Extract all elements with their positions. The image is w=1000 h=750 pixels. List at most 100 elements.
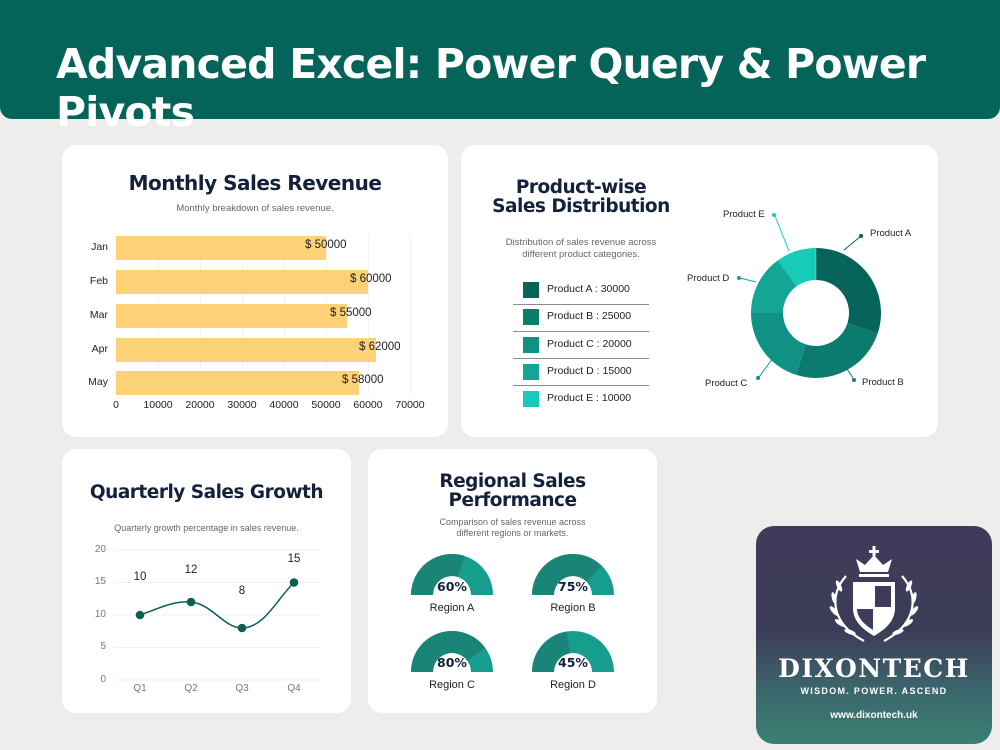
quarterly-growth-card: Quarterly Sales Growth Quarterly growth …	[62, 449, 351, 713]
bar-value-jan: $ 50000	[305, 239, 347, 251]
crest-icon	[829, 546, 919, 642]
legend-swatch	[523, 364, 539, 380]
pie-label-product-e: Product E	[723, 209, 765, 220]
legend-label: Product C : 20000	[547, 338, 632, 350]
x-tick: 10000	[143, 399, 173, 411]
data-point-q4	[289, 578, 299, 587]
gauge-label-region-c: Region C	[429, 679, 475, 691]
gauge-label-region-d: Region D	[550, 679, 596, 691]
value-label-q4: 15	[287, 553, 301, 565]
donut-slice-product-a	[816, 248, 881, 334]
title-line: Performance	[448, 490, 577, 512]
data-point-q2	[186, 597, 196, 607]
divider	[513, 331, 649, 332]
gauge-value-region-d: 45%	[558, 655, 588, 670]
product-distribution-title: Product-wise Sales Distribution	[461, 178, 701, 217]
bar-value-feb: $ 60000	[350, 273, 392, 285]
bar-value-may: $ 58000	[342, 374, 384, 386]
legend-label: Product D : 15000	[547, 365, 632, 377]
bar-value-apr: $ 62000	[359, 341, 401, 353]
x-tick: 30000	[227, 399, 257, 411]
y-tick: 5	[100, 641, 106, 652]
divider	[513, 358, 649, 359]
subtitle-line: different product categories.	[522, 248, 640, 260]
pie-label-product-c: Product C	[705, 378, 748, 389]
y-label-mar: Mar	[89, 309, 108, 321]
gridline	[410, 235, 411, 395]
data-point-q1	[135, 610, 145, 620]
legend-item-product-a: Product A : 30000	[513, 277, 649, 304]
gridline	[368, 235, 369, 395]
bar-feb	[116, 270, 368, 294]
gauge-region-c	[410, 630, 493, 672]
y-label-feb: Feb	[89, 275, 108, 287]
y-label-jan: Jan	[91, 241, 108, 253]
quarterly-growth-title: Quarterly Sales Growth	[89, 482, 324, 503]
legend-label: Product A : 30000	[547, 283, 630, 295]
y-tick: 15	[94, 576, 106, 587]
line-chart	[114, 549, 320, 681]
bar-mar	[116, 304, 347, 328]
legend-label: Product E : 10000	[547, 392, 632, 404]
donut-slice-product-b	[795, 323, 878, 378]
legend-swatch	[523, 391, 539, 407]
data-point-q3	[237, 623, 247, 633]
pie-label-product-a: Product A	[870, 228, 912, 239]
x-tick-q3: Q3	[235, 683, 249, 694]
gauge-value-region-c: 80%	[437, 655, 467, 670]
y-tick: 20	[94, 544, 106, 555]
monthly-sales-title: Monthly Sales Revenue	[128, 171, 382, 195]
legend-label: Product B : 25000	[547, 310, 632, 322]
legend-item-product-b: Product B : 25000	[513, 304, 649, 331]
subtitle-line: Comparison of sales revenue across	[439, 517, 586, 527]
gauge-label-region-a: Region A	[429, 602, 475, 614]
header-banner: Advanced Excel: Power Query & Power Pivo…	[0, 0, 1000, 136]
growth-line	[139, 581, 295, 629]
product-distribution-card: Product-wise Sales Distribution Distribu…	[461, 145, 938, 437]
value-label-q2: 12	[184, 564, 198, 576]
x-tick-q2: Q2	[184, 683, 198, 694]
logo-website-link[interactable]: www.dixontech.uk	[830, 710, 918, 721]
gauge-region-b	[532, 553, 614, 595]
value-label-q1: 10	[133, 571, 147, 583]
subtitle-line: different regions or markets.	[456, 528, 569, 539]
subtitle-line: Distribution of sales revenue across	[505, 237, 657, 248]
bar-may	[116, 371, 359, 395]
gauge-value-region-a: 60%	[437, 579, 467, 594]
y-tick: 0	[100, 674, 106, 685]
legend-item-product-d: Product D : 15000	[513, 359, 649, 386]
x-tick-q4: Q4	[287, 683, 301, 694]
regional-performance-title: Regional Sales Performance	[368, 472, 657, 511]
donut-slice-product-e	[777, 248, 816, 287]
title-line: Sales Distribution	[492, 196, 670, 218]
legend-swatch	[523, 337, 539, 353]
x-tick: 0	[113, 399, 119, 411]
x-tick: 20000	[185, 399, 215, 411]
gauge-region-d	[532, 631, 614, 672]
y-tick: 10	[94, 609, 106, 620]
x-tick: 60000	[353, 399, 383, 411]
monthly-sales-card: Monthly Sales Revenue Monthly breakdown …	[62, 145, 448, 437]
donut-slice-product-c	[751, 313, 806, 375]
legend-item-product-e: Product E : 10000	[513, 386, 649, 413]
regional-performance-card: Regional Sales Performance Comparison of…	[368, 449, 657, 713]
dixontech-logo-card: DIXONTECH WISDOM. POWER. ASCEND www.dixo…	[756, 526, 992, 744]
title-line: Product-wise	[515, 177, 647, 198]
bar-jan	[116, 236, 326, 260]
y-label-apr: Apr	[91, 343, 108, 355]
value-label-q3: 8	[238, 585, 246, 597]
x-tick: 50000	[311, 399, 341, 411]
logo-brand-name: DIXONTECH	[778, 654, 970, 683]
gauge-value-region-b: 75%	[558, 579, 588, 594]
bar-apr	[116, 338, 376, 362]
x-tick: 40000	[269, 399, 299, 411]
product-distribution-subtitle: Distribution of sales revenue across dif…	[461, 237, 701, 261]
monthly-sales-subtitle: Monthly breakdown of sales revenue.	[176, 203, 334, 214]
quarterly-growth-subtitle: Quarterly growth percentage in sales rev…	[114, 523, 299, 533]
legend-swatch	[523, 309, 539, 325]
divider	[513, 304, 649, 305]
page-title: Advanced Excel: Power Query & Power Pivo…	[56, 40, 926, 136]
title-line: Regional Sales	[439, 471, 586, 492]
logo-tagline: WISDOM. POWER. ASCEND	[800, 686, 948, 696]
gauge-region-a	[411, 553, 493, 595]
